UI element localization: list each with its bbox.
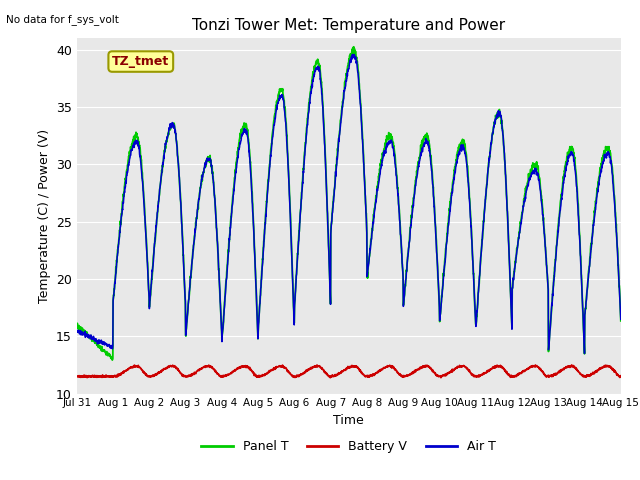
Legend: Panel T, Battery V, Air T: Panel T, Battery V, Air T bbox=[196, 435, 501, 458]
X-axis label: Time: Time bbox=[333, 414, 364, 427]
Text: No data for f_sys_volt: No data for f_sys_volt bbox=[6, 14, 119, 25]
Y-axis label: Temperature (C) / Power (V): Temperature (C) / Power (V) bbox=[38, 129, 51, 303]
Text: TZ_tmet: TZ_tmet bbox=[112, 55, 170, 68]
Title: Tonzi Tower Met: Temperature and Power: Tonzi Tower Met: Temperature and Power bbox=[192, 18, 506, 33]
